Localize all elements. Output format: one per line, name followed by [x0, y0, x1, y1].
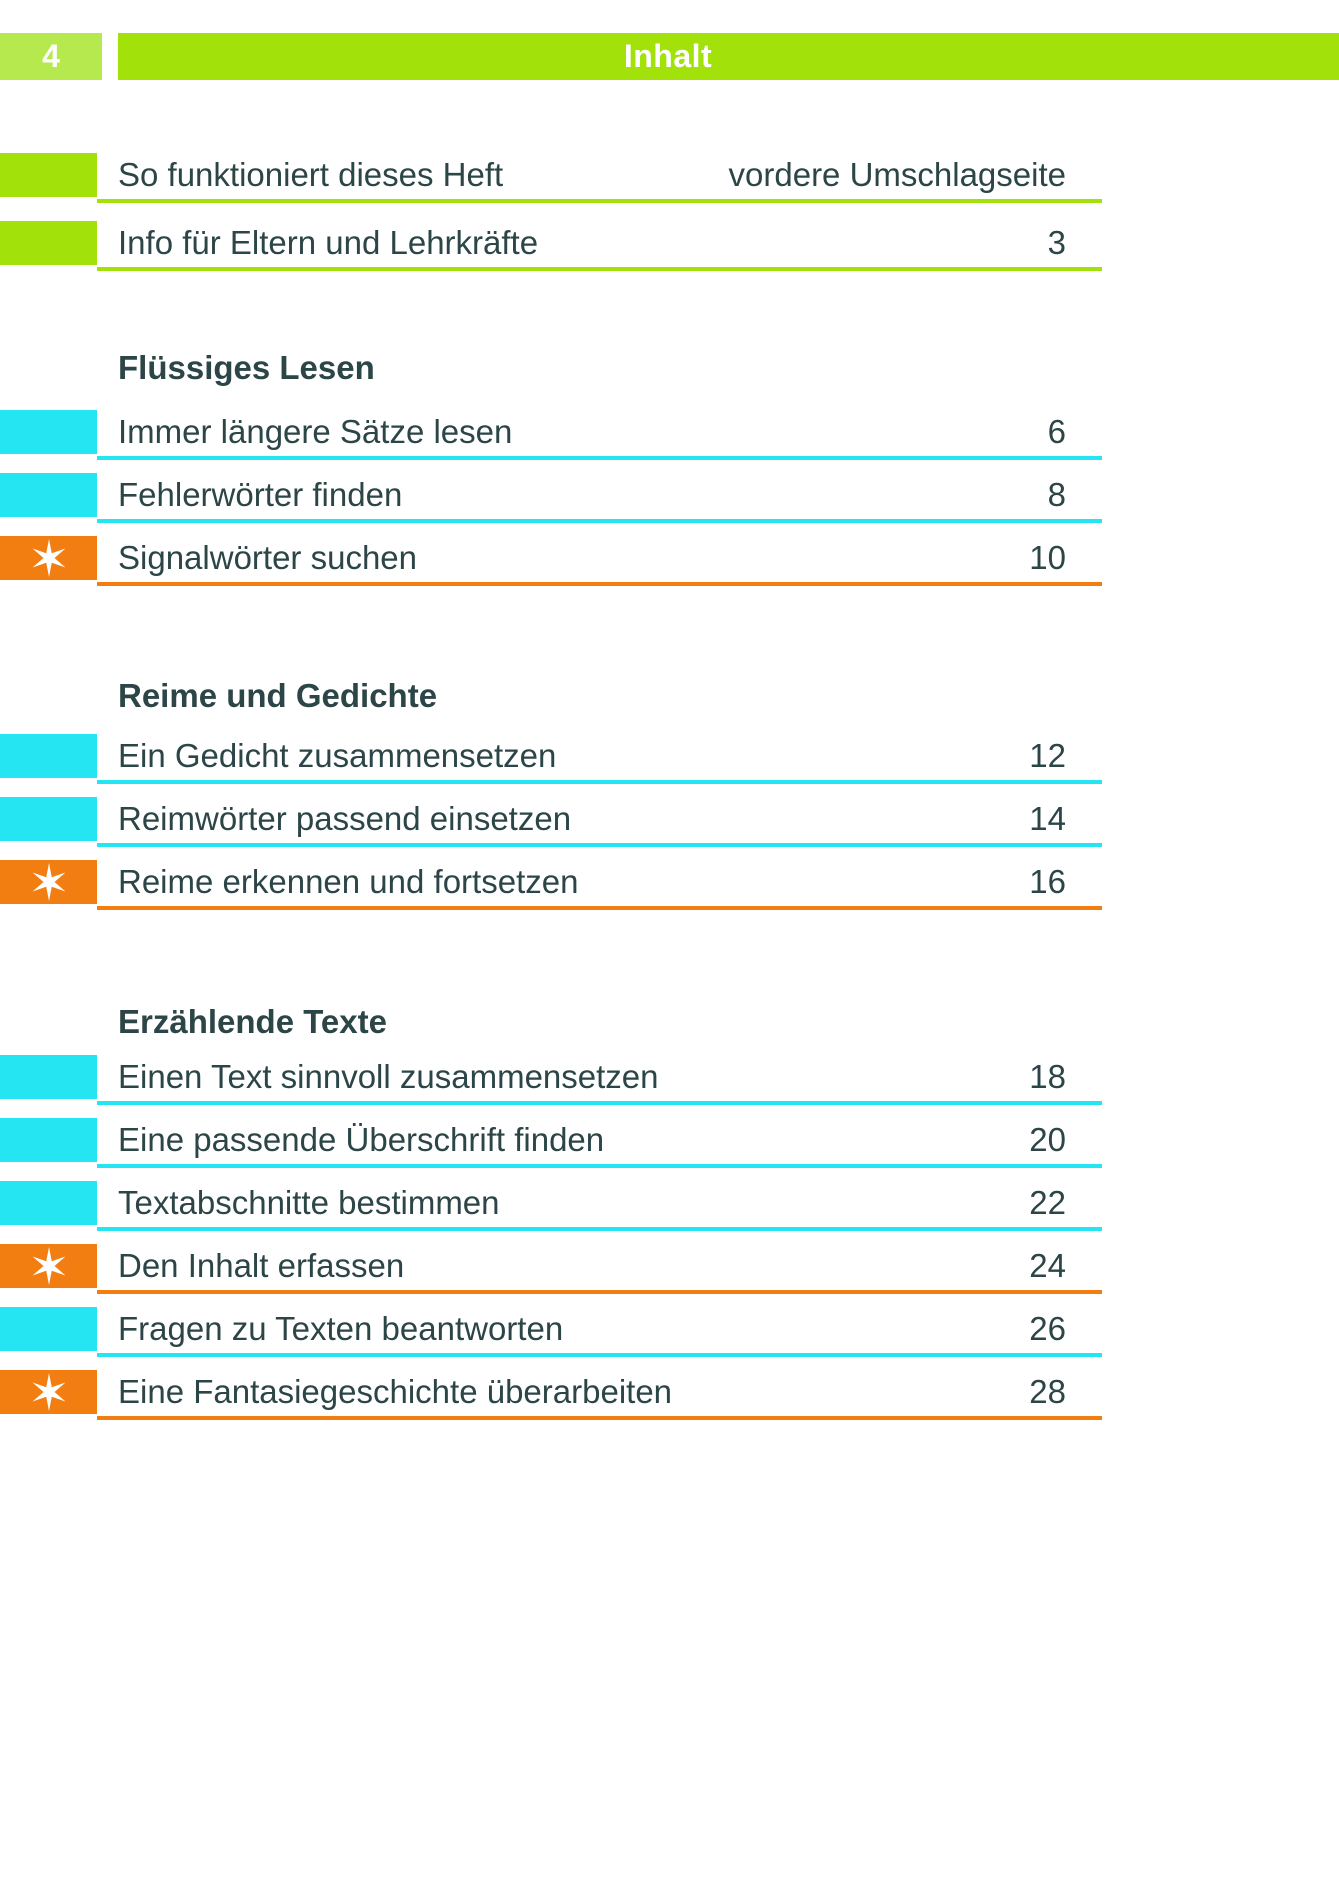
toc-entry-title: Eine passende Überschrift finden	[118, 1121, 605, 1158]
row-underline	[97, 519, 1102, 523]
toc-entry-title: Signalwörter suchen	[118, 539, 417, 576]
row-color-bar	[0, 1307, 97, 1351]
row-underline	[97, 456, 1102, 460]
header-title: Inhalt	[623, 38, 713, 74]
row-color-bar	[0, 860, 97, 904]
section-heading: Flüssiges Lesen	[118, 349, 375, 386]
row-color-bar	[0, 734, 97, 778]
row-color-bar	[0, 221, 97, 265]
row-color-bar	[0, 473, 97, 517]
row-color-bar	[0, 410, 97, 454]
toc-entry-page: 10	[1029, 539, 1066, 576]
toc-row: Fehlerwörter finden 8	[0, 473, 1102, 523]
toc-row: Den Inhalt erfassen 24	[0, 1244, 1102, 1294]
row-color-bar	[0, 1370, 97, 1414]
star-icon	[32, 1373, 65, 1411]
toc-entry-title: Reime erkennen und fortsetzen	[118, 863, 579, 900]
toc-row: Immer längere Sätze lesen 6	[0, 410, 1102, 460]
section-heading: Reime und Gedichte	[118, 677, 438, 714]
toc-row: Eine passende Überschrift finden 20	[0, 1118, 1102, 1168]
toc-entry-page: vordere Umschlagseite	[728, 156, 1066, 193]
star-icon	[32, 539, 65, 577]
toc-row: Reimwörter passend einsetzen 14	[0, 797, 1102, 847]
row-underline	[97, 1290, 1102, 1294]
toc-entry-page: 8	[1047, 476, 1066, 513]
toc-entry-page: 16	[1029, 863, 1066, 900]
header-bar: Inhalt	[118, 33, 1339, 80]
toc-entry-title: Ein Gedicht zusammensetzen	[118, 737, 557, 774]
toc-entry-title: Den Inhalt erfassen	[118, 1247, 405, 1284]
row-color-bar	[0, 153, 97, 197]
toc-entry-page: 14	[1029, 800, 1066, 837]
row-color-bar	[0, 536, 97, 580]
toc-entry-page: 18	[1029, 1058, 1066, 1095]
toc-row: So funktioniert dieses Heft vordere Umsc…	[0, 153, 1102, 203]
toc-entry-page: 26	[1029, 1310, 1066, 1347]
row-underline	[97, 199, 1102, 203]
toc-entry-page: 24	[1029, 1247, 1066, 1284]
row-color-bar	[0, 1181, 97, 1225]
row-underline	[97, 1416, 1102, 1420]
toc-entry-title: Info für Eltern und Lehrkräfte	[118, 224, 539, 261]
row-color-bar	[0, 1244, 97, 1288]
toc-entry-title: So funktioniert dieses Heft	[118, 156, 504, 193]
row-color-bar	[0, 1055, 97, 1099]
row-underline	[97, 843, 1102, 847]
row-underline	[97, 780, 1102, 784]
toc-entry-title: Reimwörter passend einsetzen	[118, 800, 572, 837]
toc-entry-page: 3	[1047, 224, 1066, 261]
toc-entry-title: Eine Fantasiegeschichte überarbeiten	[118, 1373, 673, 1410]
toc-row: Eine Fantasiegeschichte überarbeiten 28	[0, 1370, 1102, 1420]
toc-entry-title: Fehlerwörter finden	[118, 476, 403, 513]
toc-entry-page: 6	[1047, 413, 1066, 450]
toc-row: Reime erkennen und fortsetzen 16	[0, 860, 1102, 910]
page-number-box: 4	[0, 33, 102, 80]
row-underline	[97, 267, 1102, 271]
toc-entry-page: 28	[1029, 1373, 1066, 1410]
row-underline	[97, 582, 1102, 586]
toc-row: Textabschnitte bestimmen 22	[0, 1181, 1102, 1231]
toc-entry-title: Immer längere Sätze lesen	[118, 413, 513, 450]
toc-entry-title: Textabschnitte bestimmen	[118, 1184, 500, 1221]
row-underline	[97, 1227, 1102, 1231]
toc-entry-title: Einen Text sinnvoll zusammensetzen	[118, 1058, 659, 1095]
star-icon	[32, 1247, 65, 1285]
row-underline	[97, 1101, 1102, 1105]
toc-row: Info für Eltern und Lehrkräfte 3	[0, 221, 1102, 271]
star-icon	[32, 863, 65, 901]
toc-row: Einen Text sinnvoll zusammensetzen 18	[0, 1055, 1102, 1105]
row-color-bar	[0, 797, 97, 841]
toc-row: Fragen zu Texten beantworten 26	[0, 1307, 1102, 1357]
row-underline	[97, 1353, 1102, 1357]
row-underline	[97, 1164, 1102, 1168]
toc-row: Signalwörter suchen 10	[0, 536, 1102, 586]
toc-entry-page: 20	[1029, 1121, 1066, 1158]
toc-entry-page: 12	[1029, 737, 1066, 774]
section-heading: Erzählende Texte	[118, 1003, 387, 1040]
toc-entry-page: 22	[1029, 1184, 1066, 1221]
row-color-bar	[0, 1118, 97, 1162]
page-number: 4	[42, 38, 60, 74]
toc-row: Ein Gedicht zusammensetzen 12	[0, 734, 1102, 784]
toc-entry-title: Fragen zu Texten beantworten	[118, 1310, 564, 1347]
row-underline	[97, 906, 1102, 910]
